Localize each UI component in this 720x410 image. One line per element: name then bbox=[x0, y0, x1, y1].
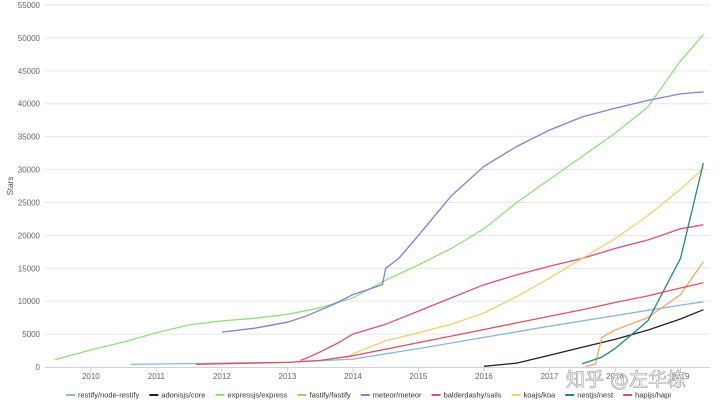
watermark: 知乎 @左华栋 bbox=[566, 369, 686, 391]
y-axis-ticks: 0 5000 10000 15000 20000 25000 30000 35000 40000… bbox=[18, 1, 41, 372]
legend-item[interactable]: hapijs/hapi bbox=[623, 391, 671, 400]
legend-label: koajs/koa bbox=[524, 391, 557, 400]
legend-label: fastify/fastify bbox=[310, 391, 352, 400]
x-tick-label: 2019 bbox=[672, 372, 690, 381]
x-tick-label: 2013 bbox=[279, 372, 297, 381]
legend-item[interactable]: balderdashy/sails bbox=[431, 391, 502, 400]
x-tick-label: 2017 bbox=[541, 372, 559, 381]
x-tick-label: 2016 bbox=[475, 372, 493, 381]
legend-item[interactable]: meteor/meteor bbox=[360, 391, 422, 400]
legend-item[interactable]: restify/node-restify bbox=[66, 391, 140, 400]
series-line-expressjs-express bbox=[54, 34, 704, 361]
grid-lines bbox=[45, 4, 710, 335]
legend-label: balderdashy/sails bbox=[444, 391, 502, 400]
series-line-meteor-meteor bbox=[221, 91, 704, 333]
legend-label: hapijs/hapi bbox=[635, 391, 671, 400]
y-axis-label: Stars bbox=[6, 177, 15, 196]
y-tick-label: 20000 bbox=[18, 231, 41, 240]
y-tick-label: 50000 bbox=[18, 34, 41, 43]
y-tick-label: 10000 bbox=[18, 297, 41, 306]
x-tick-label: 2015 bbox=[410, 372, 428, 381]
y-tick-label: 35000 bbox=[18, 133, 41, 142]
legend-label: expressjs/express bbox=[227, 391, 287, 400]
legend: restify/node-restify adonisjs/core express… bbox=[66, 391, 671, 400]
series-line-nestjs-nest bbox=[581, 162, 705, 365]
series-line-fastify-fastify bbox=[585, 261, 704, 367]
series-lines bbox=[54, 34, 705, 367]
series-line-adonisjs-core bbox=[483, 309, 704, 367]
legend-label: adonisjs/core bbox=[161, 391, 205, 400]
legend-item[interactable]: fastify/fastify bbox=[297, 391, 352, 400]
legend-item[interactable]: expressjs/express bbox=[215, 391, 288, 400]
series-line-balderdashy-sails bbox=[300, 224, 704, 362]
x-tick-label: 2012 bbox=[213, 372, 231, 381]
x-tick-label: 2014 bbox=[344, 372, 362, 381]
y-tick-label: 40000 bbox=[18, 100, 41, 109]
y-tick-label: 45000 bbox=[18, 67, 41, 76]
legend-item[interactable]: adonisjs/core bbox=[149, 391, 205, 400]
y-tick-label: 0 bbox=[36, 363, 41, 372]
legend-label: nestjs/nest bbox=[577, 391, 614, 400]
y-tick-label: 30000 bbox=[18, 166, 41, 175]
legend-label: restify/node-restify bbox=[78, 391, 140, 400]
legend-item[interactable]: koajs/koa bbox=[511, 391, 557, 400]
x-tick-label: 2018 bbox=[606, 372, 624, 381]
legend-label: meteor/meteor bbox=[373, 391, 422, 400]
x-tick-label: 2011 bbox=[148, 372, 166, 381]
x-tick-label: 2010 bbox=[82, 372, 100, 381]
series-line-hapijs-hapi bbox=[195, 282, 704, 366]
y-tick-label: 5000 bbox=[22, 330, 40, 339]
y-tick-label: 55000 bbox=[18, 1, 41, 10]
legend-item[interactable]: nestjs/nest bbox=[565, 391, 614, 400]
series-line-koajs-koa bbox=[346, 167, 704, 359]
y-tick-label: 25000 bbox=[18, 198, 41, 207]
y-tick-label: 15000 bbox=[18, 264, 41, 273]
